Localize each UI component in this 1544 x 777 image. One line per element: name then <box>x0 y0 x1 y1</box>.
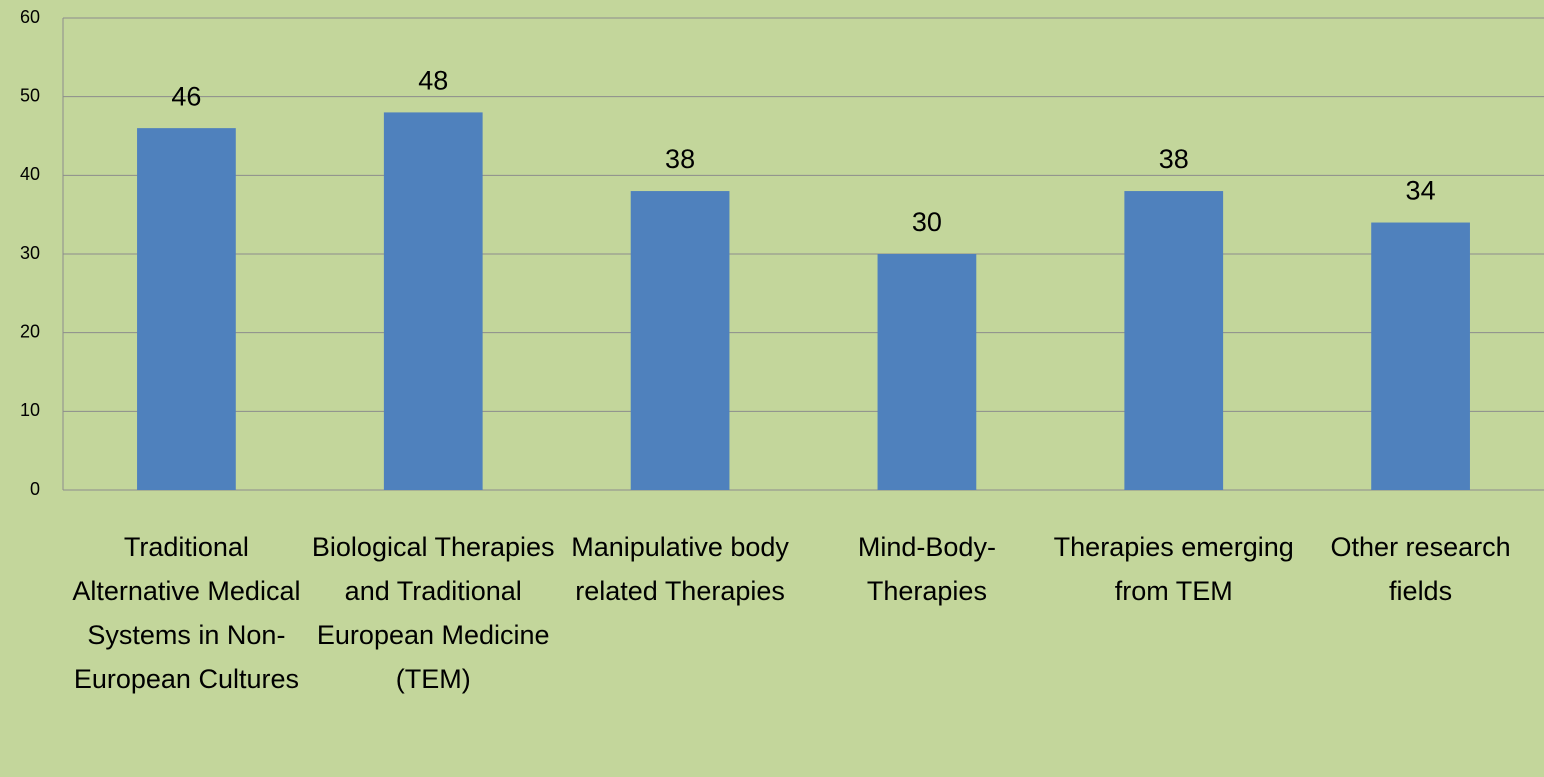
x-tick-label: Other research fields <box>1330 532 1511 606</box>
x-tick-label: Traditional Alternative Medical Systems … <box>72 532 301 694</box>
bar <box>1124 191 1224 491</box>
x-tick-label: Therapies emerging from TEM <box>1053 532 1294 606</box>
bar <box>1371 222 1470 491</box>
y-tick-label: 60 <box>20 7 40 27</box>
bar <box>383 112 483 491</box>
bar <box>630 191 730 491</box>
value-label: 30 <box>912 207 942 237</box>
x-tick-label: Manipulative body related Therapies <box>571 532 789 606</box>
bar <box>877 254 977 490</box>
y-tick-label: 40 <box>20 164 40 184</box>
value-label: 48 <box>418 66 448 96</box>
bar <box>137 128 236 490</box>
value-label: 46 <box>171 81 201 111</box>
y-tick-label: 0 <box>30 479 40 499</box>
y-tick-label: 20 <box>20 321 40 341</box>
x-tick-label: Mind-Body-Therapies <box>857 532 996 606</box>
y-tick-label: 30 <box>20 243 40 263</box>
x-tick-label: Biological Therapies and Traditional Eur… <box>311 532 555 694</box>
y-tick-label: 50 <box>20 85 40 105</box>
value-label: 38 <box>1159 144 1189 174</box>
y-tick-label: 10 <box>20 400 40 420</box>
value-label: 38 <box>665 144 695 174</box>
value-label: 34 <box>1406 176 1436 206</box>
